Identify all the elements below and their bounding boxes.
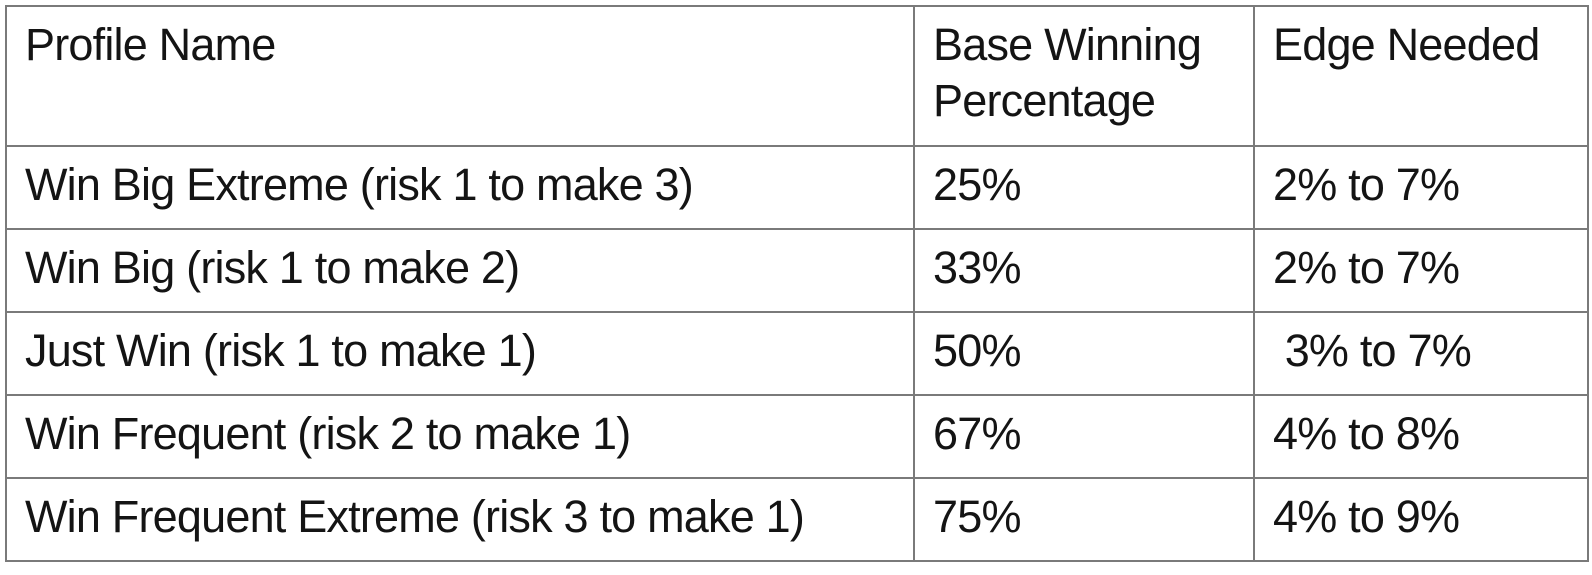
cell-edge-needed: 4% to 8% [1253,394,1589,479]
cell-profile-name: Win Frequent Extreme (risk 3 to make 1) [5,477,915,562]
cell-base-winning-percentage: 75% [913,477,1255,562]
cell-base-winning-percentage: 67% [913,394,1255,479]
table-header: Profile Name Base Winning Percentage Edg… [5,5,1589,147]
cell-base-winning-percentage: 25% [913,145,1255,230]
table-row: Win Frequent Extreme (risk 3 to make 1) … [5,477,1589,562]
profiles-table: Profile Name Base Winning Percentage Edg… [5,5,1589,562]
column-header-base-winning-percentage: Base Winning Percentage [913,5,1255,147]
cell-base-winning-percentage: 50% [913,311,1255,396]
table-row: Win Big Extreme (risk 1 to make 3) 25% 2… [5,145,1589,230]
table-row: Win Frequent (risk 2 to make 1) 67% 4% t… [5,394,1589,479]
cell-edge-needed: 2% to 7% [1253,145,1589,230]
cell-profile-name: Win Frequent (risk 2 to make 1) [5,394,915,479]
column-header-edge-needed: Edge Needed [1253,5,1589,147]
table-body: Win Big Extreme (risk 1 to make 3) 25% 2… [5,145,1589,562]
column-header-profile-name: Profile Name [5,5,915,147]
table-row: Just Win (risk 1 to make 1) 50% 3% to 7% [5,311,1589,396]
cell-profile-name: Just Win (risk 1 to make 1) [5,311,915,396]
cell-edge-needed: 4% to 9% [1253,477,1589,562]
cell-base-winning-percentage: 33% [913,228,1255,313]
header-row: Profile Name Base Winning Percentage Edg… [5,5,1589,147]
cell-profile-name: Win Big (risk 1 to make 2) [5,228,915,313]
cell-edge-needed: 2% to 7% [1253,228,1589,313]
cell-profile-name: Win Big Extreme (risk 1 to make 3) [5,145,915,230]
cell-edge-needed: 3% to 7% [1253,311,1589,396]
table-row: Win Big (risk 1 to make 2) 33% 2% to 7% [5,228,1589,313]
